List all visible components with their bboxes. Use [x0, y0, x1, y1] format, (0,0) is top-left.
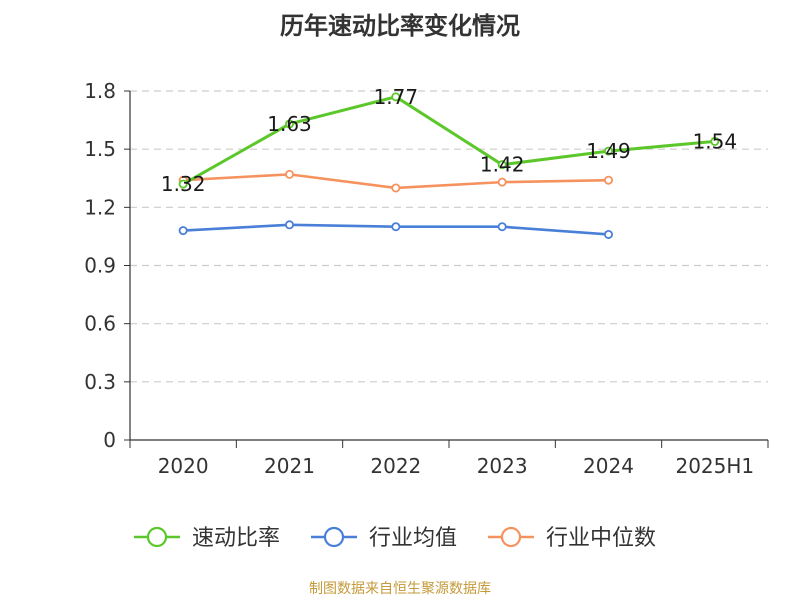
data-label: 1.77 — [374, 85, 419, 109]
data-label: 1.32 — [161, 172, 206, 196]
legend-label: 行业均值 — [369, 526, 457, 551]
data-point — [284, 169, 294, 179]
data-point — [604, 146, 614, 156]
y-tick-label: 0.9 — [84, 254, 116, 278]
legend-item[interactable]: 行业中位数 — [488, 526, 656, 551]
data-point — [284, 119, 294, 129]
grid-lines — [130, 90, 768, 383]
x-tick-label: 2023 — [477, 454, 528, 478]
legend[interactable]: 速动比率 行业均值 行业中位数 — [134, 526, 656, 551]
data-point — [710, 136, 720, 146]
x-tick-label: 2022 — [370, 454, 421, 478]
data-point — [604, 175, 614, 185]
data-point — [178, 179, 188, 189]
data-point — [497, 177, 507, 187]
x-tick-label: 2024 — [583, 454, 634, 478]
legend-label: 速动比率 — [192, 526, 280, 551]
x-tick-label: 2025H1 — [675, 454, 754, 478]
data-point — [497, 160, 507, 170]
y-tick-label: 1.2 — [84, 195, 116, 219]
data-point — [391, 92, 401, 102]
source-note: 制图数据来自恒生聚源数据库 — [309, 581, 491, 597]
y-tick-label: 0.3 — [84, 370, 116, 394]
data-point — [604, 229, 614, 239]
y-tick-label: 0.6 — [84, 312, 116, 336]
data-label: 1.54 — [693, 129, 738, 153]
data-labels: 1.32 1.63 1.77 1.42 1.49 1.54 — [161, 85, 737, 196]
series-lines — [178, 92, 720, 239]
y-tick-label: 1.8 — [84, 79, 116, 103]
data-point — [391, 183, 401, 193]
data-point — [178, 226, 188, 236]
data-point — [497, 222, 507, 232]
chart-title: 历年速动比率变化情况 — [280, 12, 520, 40]
legend-item[interactable]: 行业均值 — [311, 526, 457, 551]
legend-marker-icon — [500, 526, 522, 548]
data-label: 1.63 — [267, 112, 312, 136]
legend-label: 行业中位数 — [546, 526, 656, 551]
series-line — [182, 95, 715, 186]
data-point — [284, 220, 294, 230]
y-tick-label: 1.5 — [84, 137, 116, 161]
axes: 0 0.3 0.6 0.9 1.2 1.5 1.8 2020 2021 2022 2023 2024 2… — [84, 79, 769, 478]
legend-item[interactable]: 速动比率 — [134, 526, 280, 551]
data-label: 1.42 — [480, 153, 525, 177]
legend-marker-icon — [146, 526, 168, 548]
data-label: 1.49 — [586, 139, 631, 163]
x-tick-label: 2021 — [264, 454, 315, 478]
y-tick-label: 0 — [103, 428, 116, 452]
data-point — [391, 222, 401, 232]
x-tick-label: 2020 — [158, 454, 209, 478]
legend-marker-icon — [323, 526, 345, 548]
